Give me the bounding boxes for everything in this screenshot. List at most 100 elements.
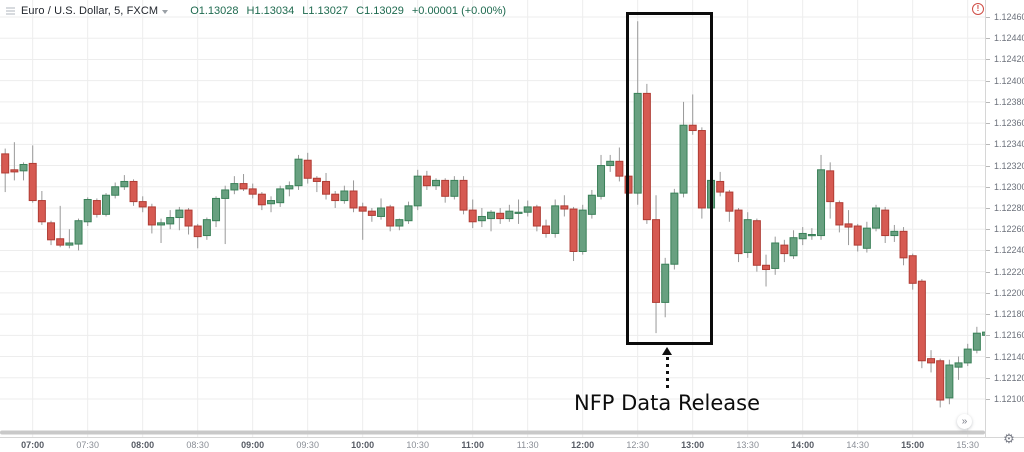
candle — [615, 147, 624, 182]
price-axis-tick — [986, 207, 990, 209]
candle — [817, 154, 826, 240]
candle — [661, 257, 670, 318]
candle — [697, 127, 706, 219]
candle — [230, 176, 239, 195]
ohlc-close: C1.13029 — [356, 5, 404, 17]
candle — [184, 207, 193, 235]
nfp-annotation-label[interactable]: NFP Data Release — [574, 391, 760, 415]
candle — [212, 196, 221, 228]
time-axis-label: 14:00 — [791, 440, 815, 450]
price-axis-label: 1.12120 — [994, 372, 1024, 383]
grid-layer — [0, 0, 985, 437]
candle — [47, 220, 56, 246]
candle — [422, 170, 431, 190]
candle — [514, 199, 523, 224]
go-to-realtime-button[interactable]: » — [957, 414, 972, 429]
gear-icon[interactable]: ⚙ — [1003, 431, 1015, 446]
candle — [248, 183, 257, 199]
nfp-highlight-rectangle[interactable] — [626, 12, 713, 345]
price-axis-tick — [986, 59, 990, 61]
candle — [927, 350, 936, 373]
price-axis-label: 1.12280 — [994, 202, 1024, 213]
price-axis-tick — [986, 356, 990, 358]
candle — [963, 343, 972, 367]
nfp-arrow[interactable] — [660, 347, 674, 393]
candle — [92, 198, 101, 218]
time-axis-label: 07:30 — [76, 440, 99, 450]
candle — [147, 203, 156, 234]
candle — [551, 199, 560, 238]
price-axis-label: 1.12340 — [994, 139, 1024, 150]
time-axis-label: 09:00 — [241, 440, 265, 450]
candle — [532, 204, 541, 232]
candle — [853, 223, 862, 252]
candle — [459, 176, 468, 215]
chart-legend: Euro / U.S. Dollar, 5, FXCM O1.13028 H1.… — [6, 4, 506, 18]
candle — [780, 239, 789, 263]
chevron-down-icon[interactable] — [162, 10, 169, 14]
candle — [358, 202, 367, 240]
time-axis[interactable]: 07:00 07:30 08:00 08:30 09:00 09:30 10:00 10:30… — [0, 437, 1024, 452]
time-axis-label: 14:30 — [846, 440, 869, 450]
candle — [679, 101, 688, 198]
price-axis-label: 1.12260 — [994, 224, 1024, 235]
candle — [450, 176, 459, 200]
time-axis-label: 10:00 — [351, 440, 375, 450]
time-axis-label: 11:00 — [461, 440, 484, 450]
candle — [945, 359, 954, 405]
candle — [111, 182, 120, 199]
candle — [670, 188, 679, 270]
candle — [340, 185, 349, 204]
candle — [312, 176, 321, 193]
time-scrollbar[interactable] — [0, 430, 985, 435]
candle — [10, 142, 19, 181]
candle — [395, 218, 404, 231]
candle — [166, 210, 175, 230]
candle — [413, 169, 422, 211]
price-axis-tick — [986, 17, 990, 18]
candle — [1, 148, 10, 193]
price-axis-tick — [986, 80, 990, 82]
price-axis-label: 1.12440 — [994, 33, 1024, 44]
price-axis-label: 1.12360 — [994, 118, 1024, 129]
price-axis-label: 1.12180 — [994, 309, 1024, 320]
candle — [908, 253, 917, 290]
candle — [367, 207, 376, 222]
candle — [523, 200, 532, 217]
arrow-dotted-shaft — [665, 357, 669, 391]
candle — [743, 212, 752, 258]
candle — [789, 230, 798, 259]
candle — [221, 185, 230, 245]
candle — [74, 218, 83, 251]
price-axis-tick — [986, 335, 990, 337]
candle — [19, 162, 28, 181]
alert-icon[interactable]: ! — [972, 3, 984, 15]
candle — [762, 254, 771, 287]
candle — [285, 181, 294, 197]
price-axis-label: 1.12460 — [994, 12, 1024, 22]
candle — [193, 223, 202, 249]
price-axis-tick — [986, 250, 990, 252]
candlestick-chart[interactable] — [0, 0, 985, 437]
candle — [65, 229, 74, 249]
candle — [331, 191, 340, 208]
candle — [872, 204, 881, 232]
price-axis-label: 1.12100 — [994, 393, 1024, 404]
candle — [239, 174, 248, 192]
ohlc-open: O1.13028 — [190, 5, 239, 17]
price-axis-tick — [986, 314, 990, 316]
price-axis-label: 1.12300 — [994, 181, 1024, 192]
price-axis-label: 1.12420 — [994, 54, 1024, 65]
price-axis-tick — [986, 144, 990, 146]
candle — [303, 152, 312, 184]
time-axis-label: 12:30 — [626, 440, 649, 450]
symbol-title[interactable]: Euro / U.S. Dollar, 5, FXCM — [21, 5, 159, 17]
ohlc-change: +0.00001 (+0.00%) — [411, 5, 507, 17]
price-axis-tick — [986, 229, 990, 231]
candle — [652, 195, 661, 334]
candle — [37, 191, 46, 225]
price-axis-label: 1.12200 — [994, 287, 1024, 298]
price-axis[interactable]: 1.12460 1.12440 1.12420 1.12400 1.12380 1.123… — [985, 0, 1024, 437]
candle — [294, 154, 303, 190]
